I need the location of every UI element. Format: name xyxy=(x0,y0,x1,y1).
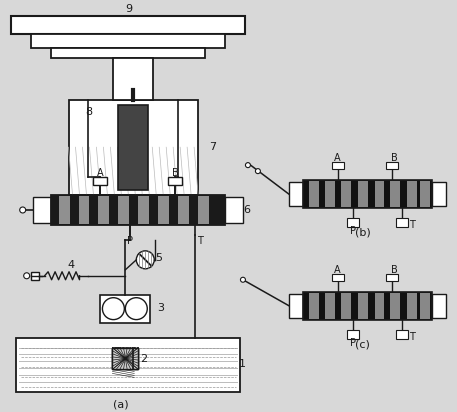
Bar xyxy=(340,293,351,318)
Bar xyxy=(51,195,225,225)
Text: (a): (a) xyxy=(112,399,128,410)
Circle shape xyxy=(24,273,30,279)
Bar xyxy=(396,218,409,227)
Text: 2: 2 xyxy=(140,354,147,365)
Bar xyxy=(138,196,149,224)
Bar xyxy=(407,181,417,207)
Bar xyxy=(309,293,319,318)
Bar xyxy=(225,197,243,223)
Bar xyxy=(168,177,182,185)
Bar xyxy=(31,272,39,280)
Text: 5: 5 xyxy=(155,253,162,263)
Bar xyxy=(112,347,138,370)
Circle shape xyxy=(136,251,154,269)
Bar xyxy=(396,330,409,339)
Bar xyxy=(374,181,384,207)
Bar xyxy=(58,196,69,224)
Circle shape xyxy=(20,207,26,213)
Text: (c): (c) xyxy=(355,339,370,349)
Bar xyxy=(407,293,417,318)
Bar xyxy=(387,162,399,169)
Bar xyxy=(303,292,432,320)
Bar xyxy=(340,181,351,207)
Bar xyxy=(118,105,148,190)
Bar xyxy=(69,101,198,195)
Text: 1: 1 xyxy=(239,359,245,370)
Bar xyxy=(432,294,446,318)
Text: 6: 6 xyxy=(244,205,250,215)
Bar xyxy=(357,293,367,318)
Bar xyxy=(94,177,107,185)
Bar xyxy=(324,181,335,207)
Text: 7: 7 xyxy=(209,142,217,152)
Text: A: A xyxy=(335,153,341,163)
Bar xyxy=(11,16,245,34)
Text: P: P xyxy=(128,236,133,246)
Bar xyxy=(32,197,51,223)
Bar xyxy=(420,181,430,207)
Text: 8: 8 xyxy=(85,107,92,117)
Bar xyxy=(178,196,189,224)
Text: T: T xyxy=(409,220,415,230)
Bar xyxy=(158,196,169,224)
Bar xyxy=(51,47,205,58)
Text: P: P xyxy=(350,226,356,236)
Bar xyxy=(16,337,240,392)
Text: P: P xyxy=(350,337,356,348)
Circle shape xyxy=(255,169,260,173)
Text: T: T xyxy=(409,332,415,342)
Text: 3: 3 xyxy=(157,303,164,313)
Bar xyxy=(346,330,359,339)
Bar xyxy=(357,181,367,207)
Bar xyxy=(112,347,138,370)
Bar xyxy=(324,293,335,318)
Bar xyxy=(198,196,209,224)
Bar xyxy=(79,196,90,224)
Bar xyxy=(112,347,138,370)
Text: B: B xyxy=(391,265,398,275)
Bar xyxy=(118,196,129,224)
Bar xyxy=(289,182,303,206)
Bar xyxy=(113,58,153,101)
Bar xyxy=(98,196,109,224)
Text: A: A xyxy=(335,265,341,275)
Bar xyxy=(420,293,430,318)
Bar xyxy=(332,274,344,281)
Bar xyxy=(289,294,303,318)
Bar xyxy=(390,293,400,318)
Circle shape xyxy=(102,298,124,320)
Bar xyxy=(390,181,400,207)
Bar xyxy=(31,34,225,47)
Text: B: B xyxy=(391,153,398,163)
Text: (b): (b) xyxy=(355,228,371,238)
Bar xyxy=(303,180,432,208)
Text: B: B xyxy=(172,168,179,178)
Circle shape xyxy=(240,277,245,282)
Bar xyxy=(374,293,384,318)
Circle shape xyxy=(245,163,250,168)
Text: 4: 4 xyxy=(67,260,74,270)
Bar xyxy=(101,295,150,323)
Bar xyxy=(346,218,359,227)
Text: 9: 9 xyxy=(125,4,132,14)
Text: A: A xyxy=(97,168,104,178)
Bar xyxy=(309,181,319,207)
Text: T: T xyxy=(197,236,203,246)
Bar xyxy=(332,162,344,169)
Circle shape xyxy=(125,298,147,320)
Bar xyxy=(432,182,446,206)
Bar xyxy=(387,274,399,281)
